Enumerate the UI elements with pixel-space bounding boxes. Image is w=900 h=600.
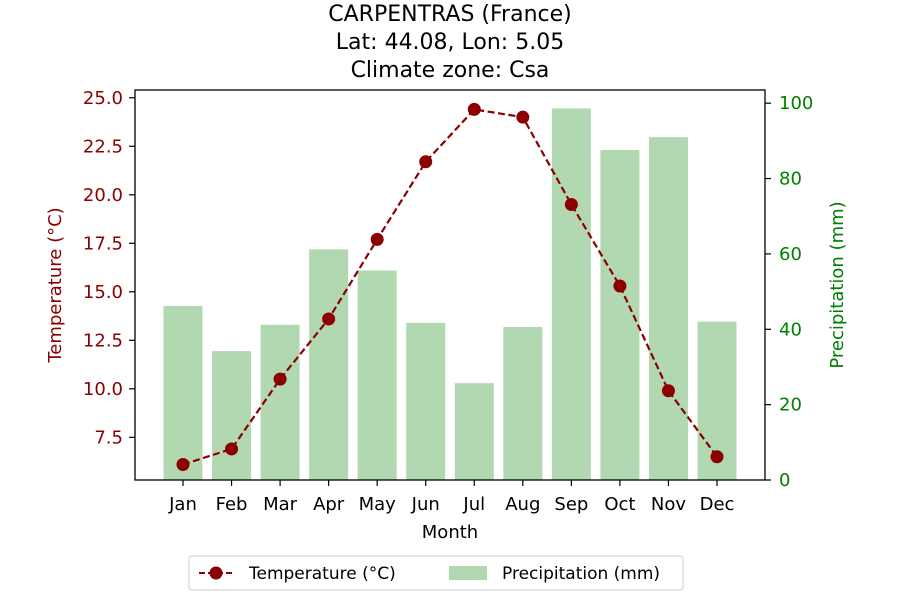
temperature-axis-label: Temperature (°C) bbox=[45, 207, 66, 363]
precip-tick-label-5: 100 bbox=[779, 93, 813, 114]
precip-tick-label-3: 60 bbox=[779, 244, 802, 265]
temp-point-apr bbox=[322, 312, 336, 326]
precip-bar-jun bbox=[406, 322, 446, 480]
temperature-line bbox=[176, 102, 724, 471]
temp-point-aug bbox=[516, 110, 530, 124]
legend-box bbox=[188, 555, 684, 591]
x-tick-label-feb: Feb bbox=[216, 494, 248, 515]
x-tick-label-sep: Sep bbox=[554, 494, 588, 515]
precip-bar-jul bbox=[454, 383, 494, 480]
x-tick-label-jul: Jul bbox=[462, 494, 485, 515]
precip-bar-aug bbox=[503, 327, 543, 480]
temp-tick-label-4: 17.5 bbox=[83, 233, 123, 254]
temp-tick-label-7: 25.0 bbox=[83, 88, 123, 109]
temp-point-may bbox=[370, 232, 384, 246]
precip-bar-nov bbox=[648, 137, 688, 481]
temp-point-mar bbox=[273, 372, 287, 386]
temp-point-sep bbox=[564, 197, 578, 211]
precip-bar-apr bbox=[309, 249, 349, 480]
x-tick-label-may: May bbox=[359, 494, 397, 515]
temp-point-jun bbox=[419, 155, 433, 169]
title-line-2: Lat: 44.08, Lon: 5.05 bbox=[336, 30, 564, 55]
x-axis-ticks: Jan Feb Mar Apr May Jun Jul Aug Sep Oct Nov Dec bbox=[168, 480, 734, 515]
legend-temperature-marker bbox=[209, 566, 223, 580]
temp-tick-label-5: 20.0 bbox=[83, 185, 123, 206]
precip-tick-label-1: 20 bbox=[779, 395, 802, 416]
precipitation-axis-ticks: 0 20 40 60 80 100 bbox=[765, 93, 813, 491]
legend-precipitation-swatch bbox=[449, 566, 487, 580]
x-tick-label-aug: Aug bbox=[505, 494, 540, 515]
chart-title: CARPENTRAS (France) Lat: 44.08, Lon: 5.0… bbox=[328, 2, 571, 83]
precip-bar-oct bbox=[600, 149, 640, 481]
temperature-axis-ticks: 7.5 10.0 12.5 15.0 17.5 20.0 22.5 25.0 bbox=[83, 88, 135, 448]
precip-bar-feb bbox=[212, 351, 252, 480]
temp-point-oct bbox=[613, 279, 627, 293]
precipitation-axis-label: Precipitation (mm) bbox=[827, 201, 848, 368]
precip-bar-may bbox=[357, 270, 397, 480]
temp-point-jan bbox=[176, 457, 190, 471]
x-tick-label-nov: Nov bbox=[651, 494, 686, 515]
temp-tick-label-6: 22.5 bbox=[83, 136, 123, 157]
precipitation-bars bbox=[163, 108, 737, 481]
x-tick-label-dec: Dec bbox=[700, 494, 735, 515]
precip-tick-label-0: 0 bbox=[779, 470, 790, 491]
temp-tick-label-2: 12.5 bbox=[83, 330, 123, 351]
legend: Temperature (°C) Precipitation (mm) bbox=[188, 555, 684, 591]
temp-point-nov bbox=[661, 384, 675, 398]
x-tick-label-apr: Apr bbox=[313, 494, 345, 515]
temp-point-jul bbox=[467, 102, 481, 116]
temperature-series-line bbox=[182, 108, 718, 466]
precip-bar-sep bbox=[551, 108, 591, 480]
precip-tick-label-2: 40 bbox=[779, 319, 802, 340]
temp-tick-label-0: 7.5 bbox=[94, 427, 123, 448]
precip-tick-label-4: 80 bbox=[779, 169, 802, 190]
legend-precipitation-label: Precipitation (mm) bbox=[502, 564, 660, 584]
title-line-1: CARPENTRAS (France) bbox=[328, 2, 571, 27]
x-tick-label-oct: Oct bbox=[604, 494, 635, 515]
temp-point-feb bbox=[225, 442, 239, 456]
temp-tick-label-1: 10.0 bbox=[83, 379, 123, 400]
x-tick-label-jan: Jan bbox=[168, 494, 197, 515]
plot-frame bbox=[134, 89, 766, 481]
x-tick-label-jun: Jun bbox=[411, 494, 440, 515]
temp-tick-label-3: 15.0 bbox=[83, 282, 123, 303]
x-tick-label-mar: Mar bbox=[263, 494, 298, 515]
title-line-3: Climate zone: Csa bbox=[351, 58, 550, 83]
precip-bar-mar bbox=[260, 324, 300, 480]
legend-temperature-label: Temperature (°C) bbox=[248, 564, 396, 584]
precip-bar-jan bbox=[163, 305, 203, 480]
x-axis-label: Month bbox=[422, 522, 478, 543]
temp-point-dec bbox=[710, 450, 724, 464]
